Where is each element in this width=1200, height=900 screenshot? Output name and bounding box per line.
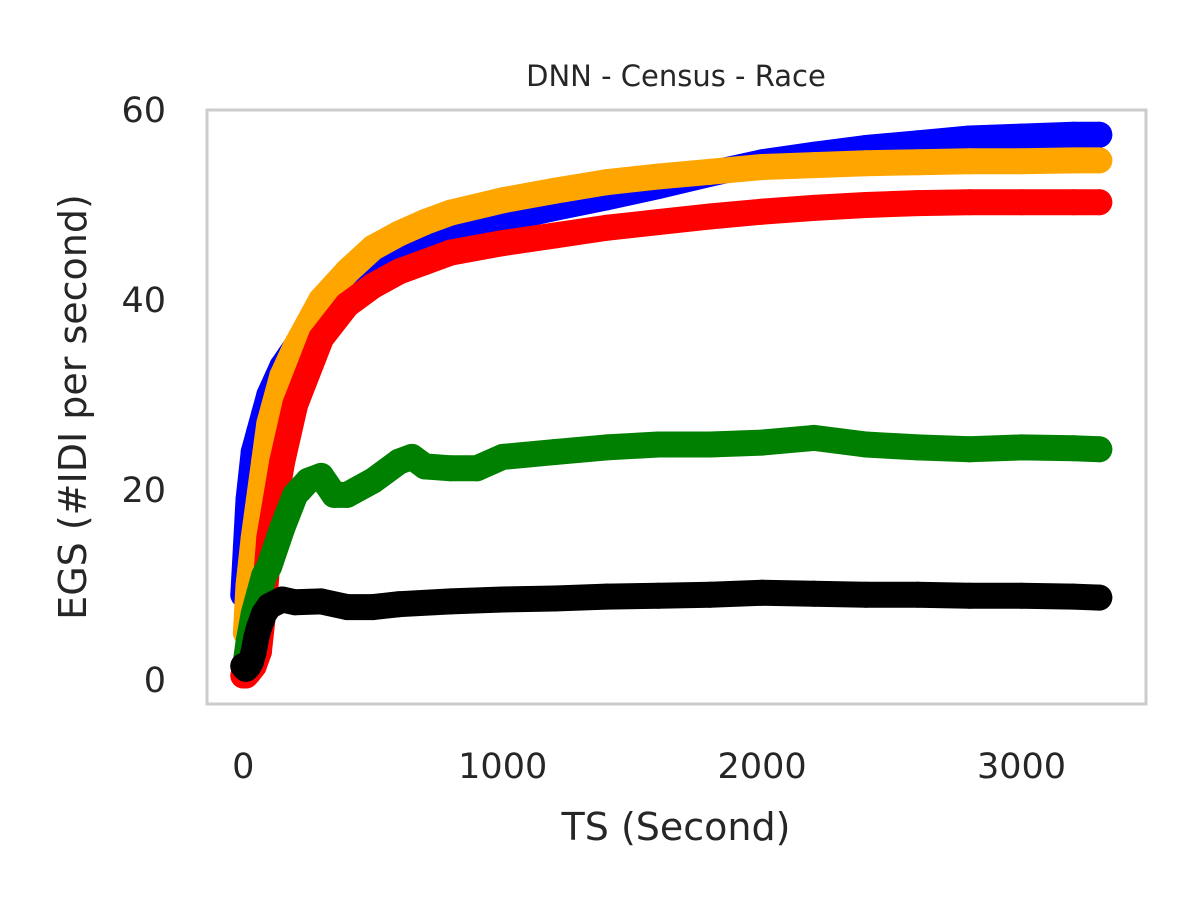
- series-4-point: [282, 589, 308, 615]
- series-2-point: [438, 240, 464, 266]
- series-4-point: [490, 587, 516, 613]
- series-2-point: [334, 292, 360, 318]
- series-3-point: [360, 468, 386, 494]
- y-axis-label: EGS (#IDI per second): [51, 194, 95, 620]
- series-2-point: [386, 259, 412, 285]
- series-4-point: [905, 582, 931, 608]
- series-0-point: [957, 126, 983, 152]
- series-2-point: [697, 203, 723, 229]
- series-4-point: [645, 583, 671, 609]
- series-1-point: [1009, 148, 1035, 174]
- series-1-point: [697, 159, 723, 185]
- series-3-point: [905, 434, 931, 460]
- series-3-point: [1060, 435, 1086, 461]
- series-3-point: [645, 432, 671, 458]
- series-3: [233, 425, 1112, 674]
- series-2-point: [1060, 189, 1086, 215]
- series-4-point: [542, 586, 568, 612]
- series-2-point: [282, 392, 308, 418]
- y-tick-label: 40: [121, 281, 166, 321]
- series-0-point: [1086, 122, 1112, 148]
- series-4-point: [749, 580, 775, 606]
- series-1-point: [386, 221, 412, 247]
- series-3-point: [269, 515, 295, 541]
- series-1-point: [490, 187, 516, 213]
- series-4-point: [360, 594, 386, 620]
- series-1-point: [594, 169, 620, 195]
- x-tick-label: 0: [232, 747, 254, 787]
- series-4-point: [308, 588, 334, 614]
- series-3-point: [957, 436, 983, 462]
- series-4: [230, 580, 1112, 682]
- series-4-point: [1060, 584, 1086, 610]
- series-4-point: [438, 588, 464, 614]
- series-2-point: [542, 223, 568, 249]
- series-4-point: [594, 584, 620, 610]
- series-3-point: [697, 432, 723, 458]
- series-4-point: [1009, 583, 1035, 609]
- series-2-point: [490, 230, 516, 256]
- series-1-point: [905, 149, 931, 175]
- series-2-point: [308, 325, 334, 351]
- series-4-point: [801, 581, 827, 607]
- series-layer: [230, 122, 1112, 689]
- series-3-point: [853, 432, 879, 458]
- series-1-point: [1060, 147, 1086, 173]
- x-tick-labels: 0 1000 2000 3000: [232, 747, 1066, 787]
- series-1-point: [749, 154, 775, 180]
- series-3-point: [412, 453, 438, 479]
- x-tick-label: 3000: [977, 747, 1066, 787]
- series-1-point: [334, 259, 360, 285]
- series-3-point: [464, 455, 490, 481]
- series-1-point: [801, 152, 827, 178]
- series-2-point: [269, 449, 295, 475]
- series-1-point: [438, 200, 464, 226]
- series-0-point: [1009, 124, 1035, 150]
- series-2-point: [594, 215, 620, 241]
- series-3-point: [542, 439, 568, 465]
- series-3-point: [594, 434, 620, 460]
- series-3-point: [490, 444, 516, 470]
- series-3-point: [1086, 436, 1112, 462]
- series-3-point: [334, 482, 360, 508]
- y-tick-label: 60: [121, 91, 166, 131]
- series-4-point: [386, 591, 412, 617]
- series-1-point: [412, 209, 438, 235]
- series-4-point: [334, 594, 360, 620]
- series-2-point: [957, 189, 983, 215]
- y-tick-labels: 0 20 40 60: [121, 91, 166, 701]
- series-2-point: [801, 195, 827, 221]
- chart-title: DNN - Census - Race: [526, 59, 826, 93]
- y-tick-label: 20: [121, 471, 166, 511]
- x-tick-label: 2000: [718, 747, 807, 787]
- series-0-point: [1060, 122, 1086, 148]
- series-2-point: [1086, 189, 1112, 215]
- series-3-point: [256, 553, 282, 579]
- series-3-point: [749, 430, 775, 456]
- series-1-point: [645, 164, 671, 190]
- series-2-point: [853, 192, 879, 218]
- series-1-point: [360, 235, 386, 261]
- series-2-point: [412, 249, 438, 275]
- x-tick-label: 1000: [458, 747, 547, 787]
- series-2-point: [749, 199, 775, 225]
- series-4-point: [1086, 585, 1112, 611]
- series-3-point: [1009, 434, 1035, 460]
- series-2-point: [645, 209, 671, 235]
- series-2-point: [905, 190, 931, 216]
- y-tick-label: 0: [144, 661, 166, 701]
- series-3-point: [438, 455, 464, 481]
- series-1-point: [853, 150, 879, 176]
- series-2-point: [360, 273, 386, 299]
- series-1-point: [957, 148, 983, 174]
- x-axis-label: TS (Second): [561, 805, 791, 849]
- series-2-point: [1009, 189, 1035, 215]
- series-4-point: [697, 582, 723, 608]
- series-4-point: [853, 582, 879, 608]
- series-4-point: [957, 583, 983, 609]
- series-3-point: [801, 425, 827, 451]
- series-1-point: [542, 178, 568, 204]
- series-1-point: [1086, 147, 1112, 173]
